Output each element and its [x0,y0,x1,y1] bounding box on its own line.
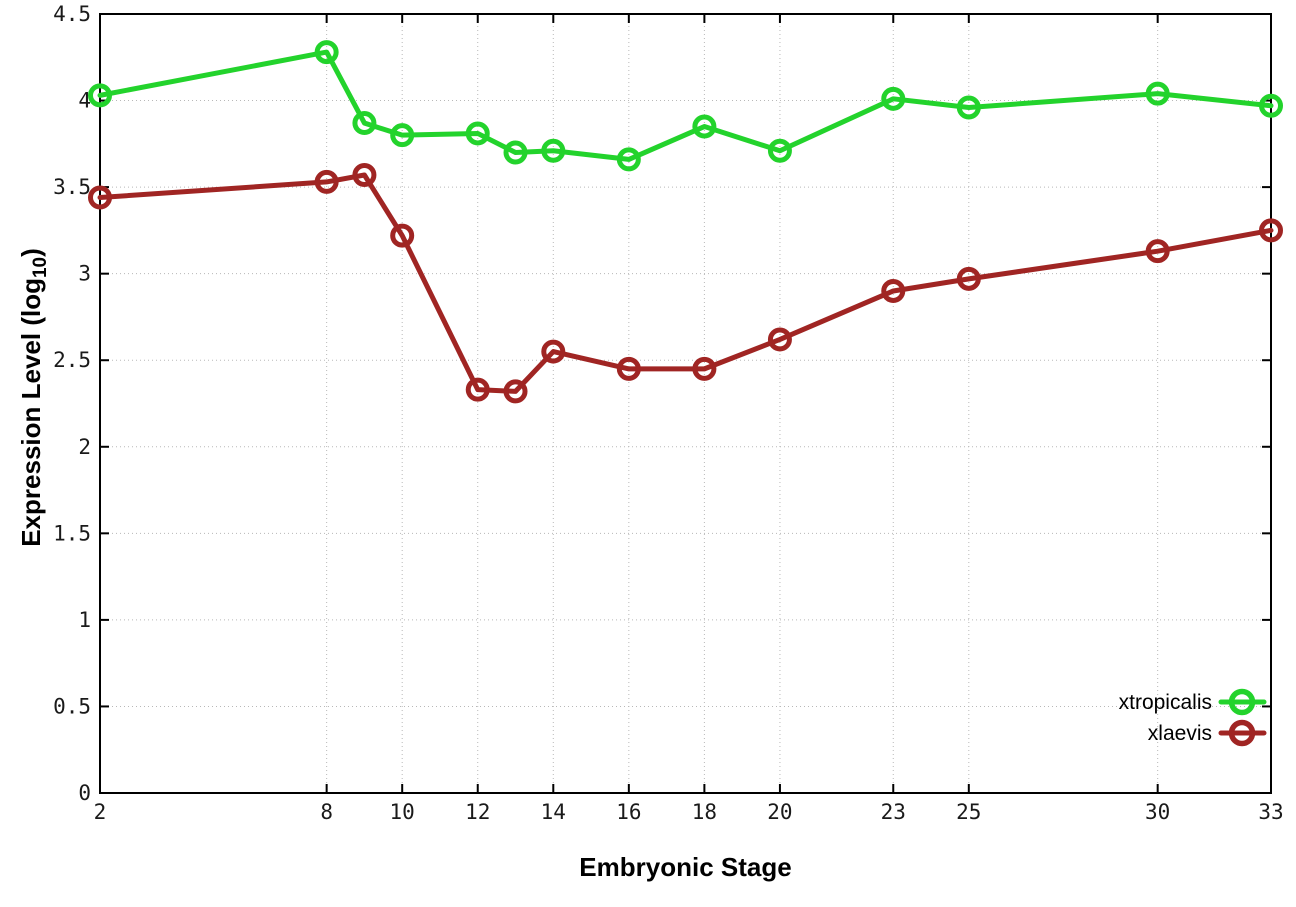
data-point-xlaevis [881,278,906,303]
data-point-xtropicalis [88,83,112,108]
data-point-xlaevis [616,356,641,381]
data-point-xlaevis [1145,239,1170,264]
x-tick-label: 14 [541,800,566,824]
plot-border [99,13,1272,794]
series-line-xtropicalis [97,49,1274,162]
y-tick-label: 0.5 [53,694,91,718]
data-point-xtropicalis [390,123,415,148]
legend-marker [1228,719,1256,747]
data-point-xlaevis [314,169,339,194]
y-tick-label: 3.5 [53,175,91,199]
legend-item-xlaevis: xlaevis [1148,719,1267,747]
y-axis-title: Expression Level (log10) [16,248,51,547]
x-tick-label: 23 [881,800,906,824]
data-point-xtropicalis [503,140,528,165]
data-point-xlaevis [541,339,566,364]
x-tick-label: 16 [616,800,641,824]
legend-item-xtropicalis: xtropicalis [1119,688,1267,716]
data-point-xtropicalis [956,95,981,120]
y-tick-label: 1 [78,608,91,632]
data-point-xtropicalis [1145,81,1170,106]
data-point-xtropicalis [314,40,339,65]
legend-label: xlaevis [1148,722,1212,745]
legend-label: xtropicalis [1119,691,1212,714]
x-tick-label: 30 [1145,800,1170,824]
x-tick-label: 8 [320,800,333,824]
data-point-xtropicalis [352,111,377,136]
data-point-xlaevis [352,162,377,187]
y-tick-label: 3 [78,262,91,286]
x-tick-label: 18 [692,800,717,824]
data-point-xtropicalis [616,147,641,172]
data-point-xtropicalis [465,121,490,146]
x-tick-label: 20 [767,800,792,824]
x-tick-label: 12 [465,800,490,824]
data-point-xtropicalis [692,114,717,139]
y-tick-label: 2.5 [53,348,91,372]
y-tick-label: 2 [78,435,91,459]
data-point-xlaevis [692,356,717,381]
y-tick-labels: 0 0.5 1 1.5 2 2.5 3 3.5 4 4.5 [53,2,91,805]
x-axis-title: Embryonic Stage [579,852,791,882]
data-point-xtropicalis [881,86,906,111]
data-point-xlaevis [465,377,490,402]
x-tick-label: 10 [390,800,415,824]
data-point-xtropicalis [767,138,792,163]
legend: xtropicalis xlaevis [1119,688,1267,747]
x-tick-label: 25 [956,800,981,824]
series-xlaevis [88,162,1283,404]
data-point-xlaevis [503,379,528,404]
x-tick-labels: 2 8 10 12 14 16 18 20 23 25 30 33 [94,800,1284,824]
data-point-xtropicalis [1259,93,1283,118]
data-point-xtropicalis [541,138,566,163]
data-point-xlaevis [956,266,981,291]
y-tick-label: 4.5 [53,2,91,26]
y-tick-label: 1.5 [53,521,91,545]
legend-marker [1228,688,1256,716]
data-point-xlaevis [88,185,112,210]
data-point-xlaevis [1259,218,1283,243]
x-tick-label: 2 [94,800,107,824]
data-point-xlaevis [390,223,415,248]
y-tick-label: 4 [78,89,91,113]
data-point-xlaevis [767,327,792,352]
y-tick-label: 0 [78,781,91,805]
series-xtropicalis [88,40,1283,172]
x-tick-label: 33 [1258,800,1283,824]
